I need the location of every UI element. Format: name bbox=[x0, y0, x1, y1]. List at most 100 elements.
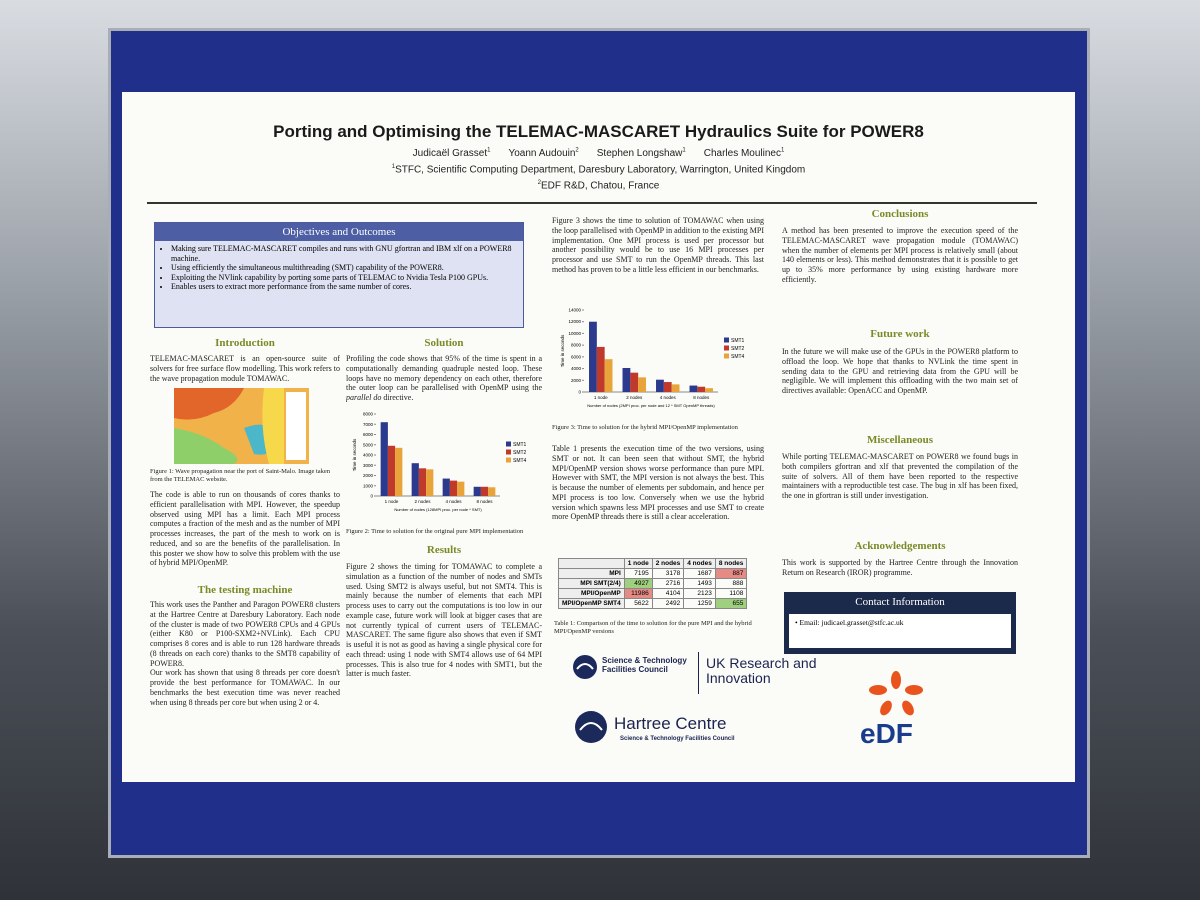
y-tick-label: 6000 bbox=[571, 354, 582, 359]
table-cell: 1687 bbox=[683, 568, 716, 579]
y-tick-label: 8000 bbox=[571, 343, 582, 348]
bar bbox=[480, 486, 489, 496]
bar bbox=[622, 367, 631, 392]
bar bbox=[380, 422, 388, 496]
section-heading: Introduction bbox=[215, 337, 275, 349]
hartree-logo-text: Hartree Centre bbox=[614, 714, 727, 733]
edf-logo-text: eDF bbox=[860, 718, 913, 749]
results-table: 1 node 2 nodes 4 nodes 8 nodes MPI 7195 3178 16… bbox=[558, 558, 748, 609]
y-tick-label: 12000 bbox=[568, 319, 581, 324]
affiliation-text: STFC, Scientific Computing Department, D… bbox=[395, 164, 806, 176]
paragraph: Table 1 presents the execution time of t… bbox=[552, 444, 764, 522]
edf-petals bbox=[869, 671, 923, 716]
map-legend bbox=[286, 392, 306, 460]
y-tick-label: 5000 bbox=[363, 442, 374, 447]
figure-caption: Figure 3: Time to solution for the hybri… bbox=[552, 424, 738, 431]
legend-label: SMT1 bbox=[731, 338, 745, 344]
legend-label: SMT1 bbox=[513, 442, 527, 448]
table-cell: 4104 bbox=[651, 588, 685, 599]
author: Stephen Longshaw1 bbox=[597, 148, 686, 159]
x-tick-label: 4 nodes bbox=[660, 395, 677, 400]
shape bbox=[902, 700, 914, 716]
paragraph: Our work has shown that using 8 threads … bbox=[150, 668, 340, 707]
logo-circle bbox=[575, 711, 607, 743]
shape bbox=[891, 671, 901, 689]
y-tick-label: 6000 bbox=[363, 432, 374, 437]
paragraph: TELEMAC-MASCARET is an open-source suite… bbox=[150, 354, 340, 383]
bar bbox=[387, 445, 396, 496]
bar bbox=[663, 382, 672, 392]
contact-body: • Email: judicael.grasset@stfc.ac.uk bbox=[789, 614, 1011, 648]
table-row: MPI 7195 3178 1687 887 bbox=[558, 568, 748, 579]
paragraph: Figure 3 shows the time to solution of T… bbox=[552, 216, 764, 274]
x-tick-label: 2 nodes bbox=[626, 395, 643, 400]
legend-swatch bbox=[724, 337, 729, 343]
table-cell: 1259 bbox=[683, 598, 716, 609]
affiliation-mark: 1 bbox=[391, 164, 396, 170]
bar bbox=[656, 379, 664, 392]
bar bbox=[411, 463, 419, 496]
paragraph: In the future we will make use of the GP… bbox=[782, 347, 1018, 395]
divider bbox=[147, 202, 1037, 204]
x-tick-label: 8 nodes bbox=[476, 499, 493, 504]
bar-chart: 0 1000 2000 3000 4000 5000 6000 7000 8000 Time in… bbox=[352, 412, 527, 513]
map-region bbox=[174, 388, 244, 420]
contact-email: Email: judicael.grasset@stfc.ac.uk bbox=[799, 618, 904, 627]
x-tick-label: 4 nodes bbox=[445, 499, 462, 504]
y-tick-label: 0 bbox=[578, 390, 581, 395]
bar bbox=[705, 388, 713, 392]
x-tick-label: 8 nodes bbox=[693, 395, 710, 400]
text: Profiling the code shows that 95% of the… bbox=[346, 354, 542, 393]
legend-label: SMT4 bbox=[731, 354, 745, 360]
x-tick-label: 2 nodes bbox=[414, 499, 431, 504]
paragraph: A method has been presented to improve t… bbox=[782, 226, 1018, 284]
author: Charles Moulinec1 bbox=[704, 148, 785, 159]
table-corner bbox=[558, 558, 625, 569]
section-heading: Miscellaneous bbox=[867, 434, 933, 446]
shape bbox=[905, 685, 923, 695]
y-tick-label: 8000 bbox=[363, 412, 374, 417]
table-cell: 655 bbox=[714, 598, 748, 609]
logo-circle bbox=[573, 655, 597, 679]
table-row: MPI/OpenMP SMT4 5622 2492 1259 655 bbox=[558, 598, 748, 609]
figure-caption: Figure 1: Wave propagation near the port… bbox=[150, 468, 331, 484]
affiliation: 2EDF R&D, Chatou, France bbox=[122, 180, 1075, 191]
legend-label: SMT4 bbox=[513, 458, 527, 464]
author-affiliation: 1 bbox=[781, 148, 785, 154]
paragraph: Figure 2 shows the timing for TOMAWAC to… bbox=[346, 562, 542, 679]
table-cell: 1108 bbox=[714, 588, 748, 599]
section-heading: Future work bbox=[870, 328, 930, 340]
y-tick-label: 14000 bbox=[568, 308, 581, 313]
paragraph: While porting TELEMAC-MASCARET on POWER8… bbox=[782, 452, 1018, 500]
logo-arc bbox=[579, 722, 603, 731]
objective: Exploiting the NVlink capability by port… bbox=[171, 273, 517, 283]
author-name: Stephen Longshaw bbox=[596, 148, 683, 160]
ukri-logo: UK Research and Innovation bbox=[706, 655, 817, 686]
legend-swatch bbox=[506, 449, 511, 455]
bar bbox=[473, 486, 481, 496]
author-affiliation: 1 bbox=[682, 148, 686, 154]
bar bbox=[671, 384, 680, 392]
objective: Enables users to extract more performanc… bbox=[171, 282, 517, 292]
bar bbox=[442, 478, 450, 496]
table-cell: 3178 bbox=[651, 568, 685, 579]
section-heading: The testing machine bbox=[197, 584, 293, 596]
legend-label: SMT2 bbox=[731, 346, 745, 352]
row-header: MPI/OpenMP SMT4 bbox=[558, 598, 625, 609]
table-cell: 2492 bbox=[651, 598, 685, 609]
legend-label: SMT2 bbox=[513, 450, 527, 456]
column-header: 8 nodes bbox=[714, 558, 748, 569]
author-name: Charles Moulinec bbox=[703, 148, 781, 160]
table-cell: 7195 bbox=[623, 568, 653, 579]
poster-title: Porting and Optimising the TELEMAC-MASCA… bbox=[273, 122, 924, 141]
shape bbox=[880, 700, 892, 716]
bar bbox=[689, 385, 698, 392]
column-header: 1 node bbox=[623, 558, 653, 569]
text: directive. bbox=[383, 393, 414, 402]
author-name: Yoann Audouin bbox=[508, 148, 576, 160]
bar bbox=[630, 372, 639, 392]
table-cell: 1493 bbox=[683, 578, 716, 589]
table-cell: 888 bbox=[714, 578, 748, 589]
contact-box: Contact Information • Email: judicael.gr… bbox=[784, 592, 1016, 654]
